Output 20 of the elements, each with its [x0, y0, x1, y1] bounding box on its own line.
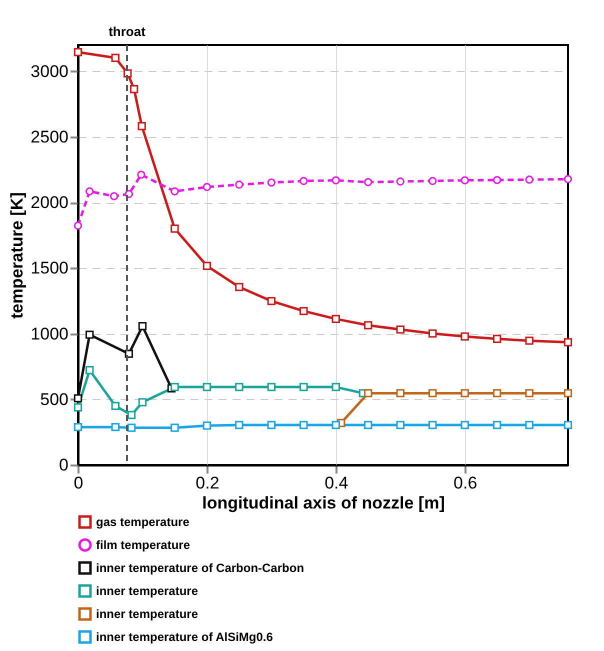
y-tick-label: 2000 [30, 193, 68, 212]
y-tick-label: 1500 [30, 258, 68, 278]
x-axis-title: longitudinal axis of nozzle [m] [202, 494, 445, 512]
y-axis-title: temperature [K] [8, 192, 27, 319]
y-tick-label: 500 [40, 390, 68, 409]
legend-label: inner temperature of AlSiMg0.6 [96, 630, 274, 644]
legend-label: inner temperature of Carbon-Carbon [96, 561, 304, 575]
y-tick-label: 1000 [30, 324, 68, 344]
legend-label: gas temperature [96, 515, 190, 529]
legend-label: inner temperature [96, 584, 198, 598]
x-tick-label: 0.2 [196, 474, 220, 492]
x-tick-label: 0 [74, 474, 84, 492]
y-tick-label: 2500 [30, 127, 68, 146]
ref-line-label: throat [108, 24, 146, 39]
legend-label: inner temperature [96, 607, 198, 621]
y-tick-label: 3000 [30, 62, 68, 81]
legend-label: film temperature [96, 538, 190, 552]
x-tick-label: 0.4 [324, 474, 348, 492]
y-tick-label: 0 [59, 456, 68, 474]
x-tick-label: 0.6 [454, 474, 478, 492]
